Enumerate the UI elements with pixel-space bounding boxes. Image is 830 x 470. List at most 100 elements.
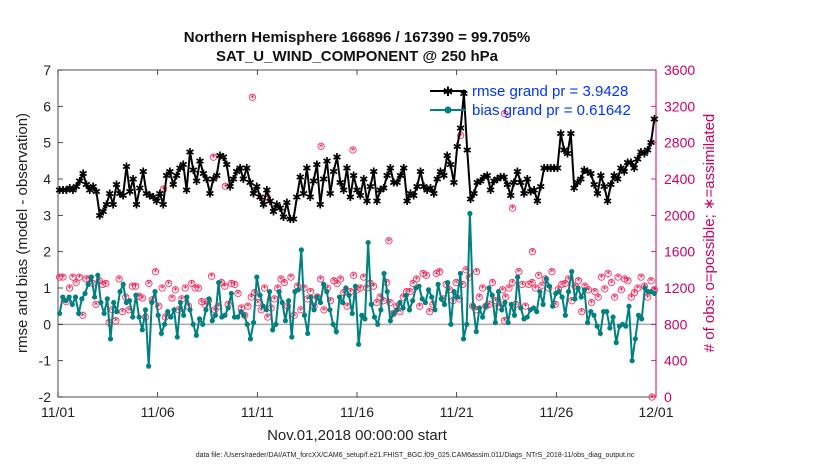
obs-possible-marker — [488, 278, 497, 287]
bias-point — [629, 358, 635, 364]
obs-assimilated-marker: * — [447, 286, 452, 296]
rmse-point: ✱ — [232, 166, 241, 179]
rmse-point: ✱ — [252, 180, 261, 193]
bias-point — [311, 307, 317, 313]
y-tick-label: 4 — [43, 171, 51, 187]
bias-point — [623, 323, 629, 329]
obs-assimilated-marker: * — [480, 285, 485, 295]
obs-assimilated-marker: * — [259, 306, 264, 316]
obs-assimilated-marker: * — [579, 308, 584, 318]
obs-possible-marker — [601, 285, 609, 293]
obs-assimilated-marker: * — [645, 294, 650, 304]
bias-point — [238, 309, 244, 315]
bias-point — [508, 301, 514, 307]
rmse-point: ✱ — [316, 198, 325, 211]
rmse-point: ✱ — [476, 175, 485, 188]
obs-assimilated-marker: * — [530, 279, 535, 289]
bias-point — [187, 307, 193, 313]
rmse-point: ✱ — [122, 160, 131, 173]
rmse-point: ✱ — [259, 198, 268, 211]
bias-point — [330, 321, 336, 327]
obs-possible-marker — [604, 269, 612, 278]
bias-point — [384, 289, 390, 295]
rmse-point: ✱ — [82, 178, 91, 191]
obs-possible-marker — [648, 393, 656, 401]
rmse-point: ✱ — [403, 195, 412, 208]
obs-possible-marker — [115, 275, 123, 283]
bias-point — [276, 289, 282, 295]
rmse-point: ✱ — [586, 168, 595, 181]
obs-assimilated-marker: * — [510, 205, 515, 215]
rmse-point: ✱ — [493, 173, 502, 186]
bias-point — [149, 299, 155, 306]
rmse-point: ✱ — [613, 173, 622, 186]
obs-assimilated-marker: * — [318, 275, 323, 285]
obs-assimilated-marker: * — [173, 286, 178, 296]
obs-assimilated-marker: * — [381, 297, 386, 307]
rmse-point: ✱ — [436, 166, 445, 179]
bias-point — [546, 283, 553, 289]
bias-point — [651, 290, 658, 297]
bias-point — [212, 312, 219, 318]
bias-point — [158, 330, 164, 337]
rmse-point: ✱ — [175, 162, 184, 175]
rmse-point: ✱ — [643, 144, 652, 157]
rmse-point: ✱ — [546, 162, 555, 175]
obs-possible-marker — [505, 284, 513, 292]
rmse-point: ✱ — [152, 195, 161, 208]
obs-possible-marker — [416, 302, 424, 310]
rmse-point: ✱ — [349, 169, 358, 182]
rmse-point: ✱ — [379, 182, 388, 195]
bias-point — [168, 314, 174, 320]
rmse-point: ✱ — [245, 177, 254, 190]
bias-point — [91, 294, 98, 300]
bias-point — [550, 303, 556, 309]
obs-assimilated-marker: * — [170, 294, 175, 304]
obs-assimilated-marker: * — [467, 274, 472, 284]
obs-assimilated-marker: * — [120, 308, 125, 318]
axis-ticks: 11/01 11/06 11/11 11/16 11/21 11/26 12/01 -2 -1 0… — [39, 62, 696, 420]
rmse-point: ✱ — [433, 173, 442, 186]
rmse-point: ✱ — [466, 193, 475, 206]
obs-possible-marker — [472, 267, 481, 276]
obs-assimilated-marker: * — [536, 272, 541, 282]
rmse-point: ✱ — [85, 184, 94, 197]
y-tick-label: 0 — [43, 316, 51, 332]
obs-possible-marker — [181, 284, 189, 292]
bias-point — [95, 272, 101, 278]
y2-tick-label: 0 — [664, 389, 672, 405]
bias-point — [626, 303, 632, 309]
obs-possible-marker — [558, 280, 566, 289]
rmse-point: ✱ — [182, 184, 191, 197]
obs-assimilated-marker: * — [223, 283, 228, 293]
rmse-point: ✱ — [616, 162, 625, 175]
bias-point — [359, 312, 365, 318]
rmse-point: ✱ — [513, 166, 522, 179]
obs-possible-marker — [191, 284, 199, 292]
obs-assimilated-marker: * — [166, 280, 171, 290]
rmse-point: ✱ — [640, 148, 649, 161]
rmse-point: ✱ — [446, 158, 455, 171]
bias-point — [565, 289, 572, 295]
bias-point — [486, 285, 492, 291]
bias-point — [422, 299, 428, 306]
rmse-point: ✱ — [573, 177, 582, 190]
rmse-point: ✱ — [536, 180, 545, 193]
bias-point — [518, 305, 524, 311]
y-tick-label: 1 — [43, 280, 51, 296]
legend-bias-marker — [444, 106, 452, 114]
y-axis-label: rmse and bias (model - observation) — [14, 113, 31, 353]
obs-assimilated-marker: * — [398, 308, 403, 318]
bias-point — [107, 336, 114, 342]
obs-assimilated-marker: * — [454, 279, 459, 289]
obs-possible-marker — [82, 275, 90, 283]
rmse-point: ✱ — [75, 175, 84, 188]
bias-point — [289, 334, 295, 340]
rmse-point: ✱ — [286, 213, 295, 226]
legend-rmse-marker: ✱ — [443, 85, 454, 100]
bias-point — [301, 312, 308, 318]
bias-point — [279, 299, 285, 306]
rmse-point: ✱ — [129, 173, 138, 186]
rmse-point: ✱ — [576, 173, 585, 186]
bias-point — [346, 292, 352, 298]
